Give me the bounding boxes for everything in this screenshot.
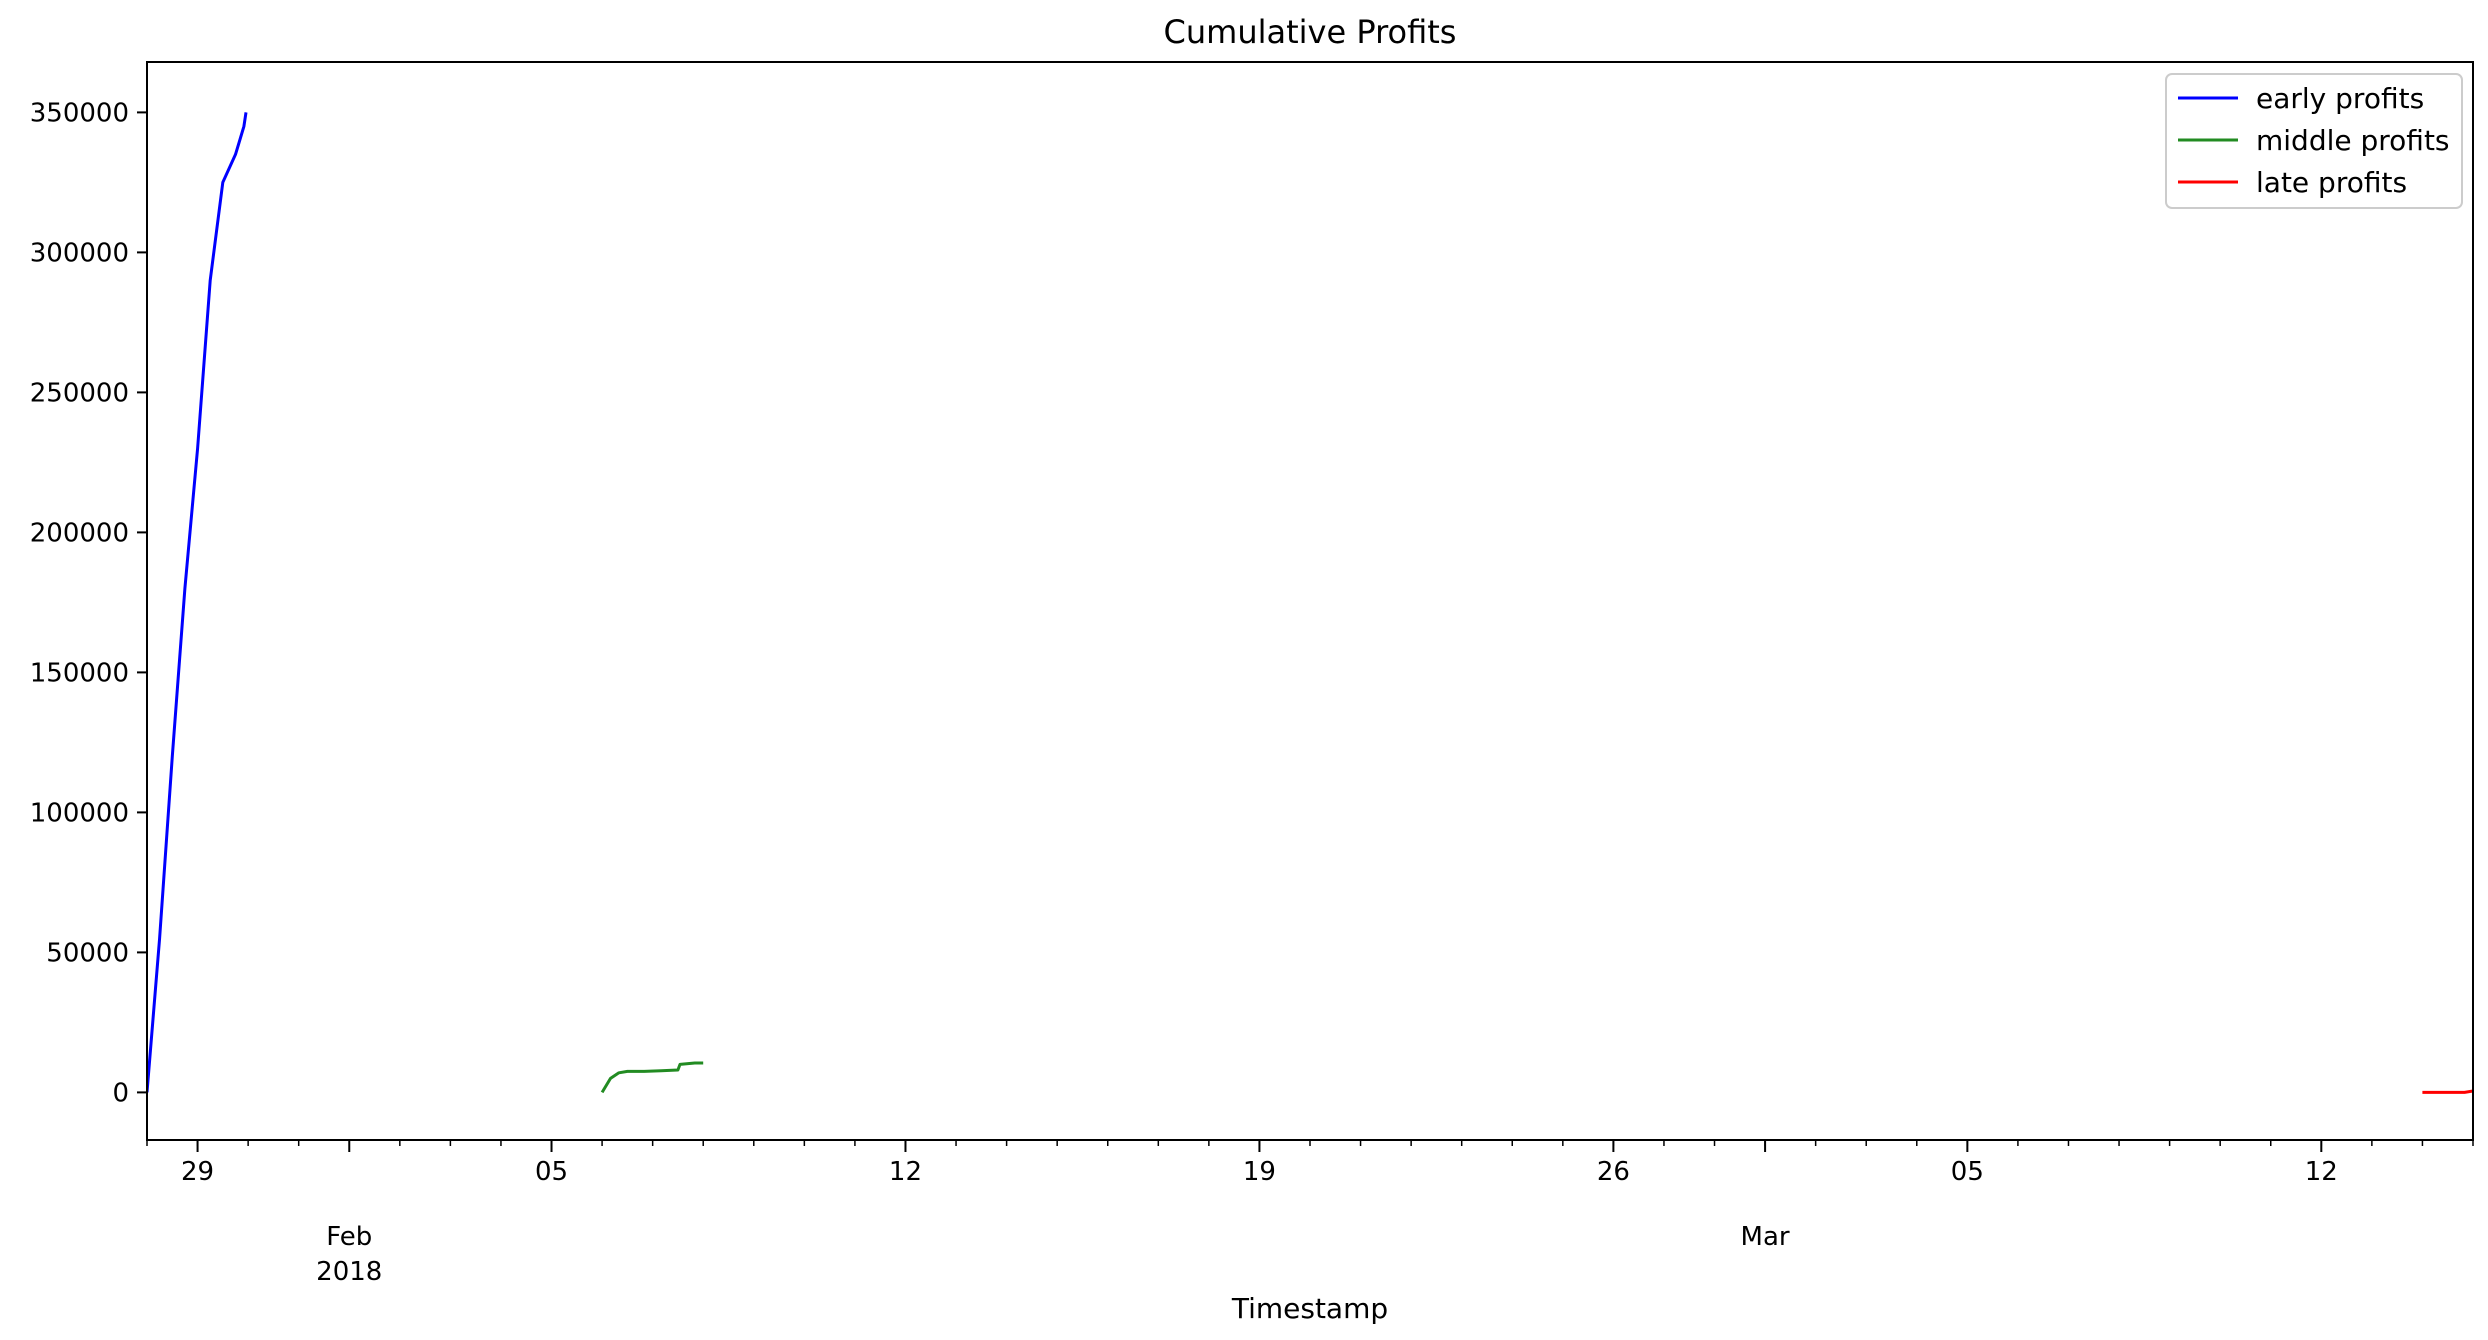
x-tick-label: 05: [1951, 1157, 1984, 1187]
series-line-middle-profits: [600, 1061, 704, 1094]
x-tick-label: 12: [2305, 1157, 2338, 1187]
x-month-label: Feb: [326, 1222, 372, 1252]
x-tick-label: 19: [1243, 1157, 1276, 1187]
series-layer: [147, 112, 2473, 1094]
y-tick-label: 100000: [30, 798, 129, 828]
x-year-label: 2018: [316, 1257, 382, 1287]
y-axis: 0 50000 100000 150000 200000 250000 300000 3500…: [30, 98, 147, 1108]
y-tick-label: 150000: [30, 658, 129, 688]
x-tick-label: 05: [535, 1157, 568, 1187]
x-axis-label: Timestamp: [1231, 1292, 1388, 1325]
x-tick-label: 26: [1597, 1157, 1630, 1187]
x-month-label: Mar: [1741, 1222, 1790, 1252]
legend-label: late profits: [2256, 166, 2407, 199]
series-line-late-profits: [2422, 1089, 2473, 1094]
legend-label: middle profits: [2256, 124, 2450, 157]
legend-box: [2165, 73, 2463, 209]
chart-title: Cumulative Profits: [1164, 13, 1457, 51]
x-axis: 29 05 12 19 26 05 12 Feb 2018 Mar: [146, 1140, 2474, 1287]
x-tick-label: 29: [181, 1157, 214, 1187]
series-line-early-profits: [147, 112, 248, 1093]
x-tick-label: 12: [889, 1157, 922, 1187]
y-tick-label: 300000: [30, 238, 129, 268]
legend: early profits middle profits late profits: [2165, 73, 2463, 209]
y-tick-label: 50000: [46, 938, 129, 968]
y-tick-label: 250000: [30, 378, 129, 408]
legend-label: early profits: [2256, 82, 2424, 115]
y-tick-label: 200000: [30, 518, 129, 548]
y-tick-label: 350000: [30, 98, 129, 128]
y-tick-label: 0: [112, 1078, 129, 1108]
